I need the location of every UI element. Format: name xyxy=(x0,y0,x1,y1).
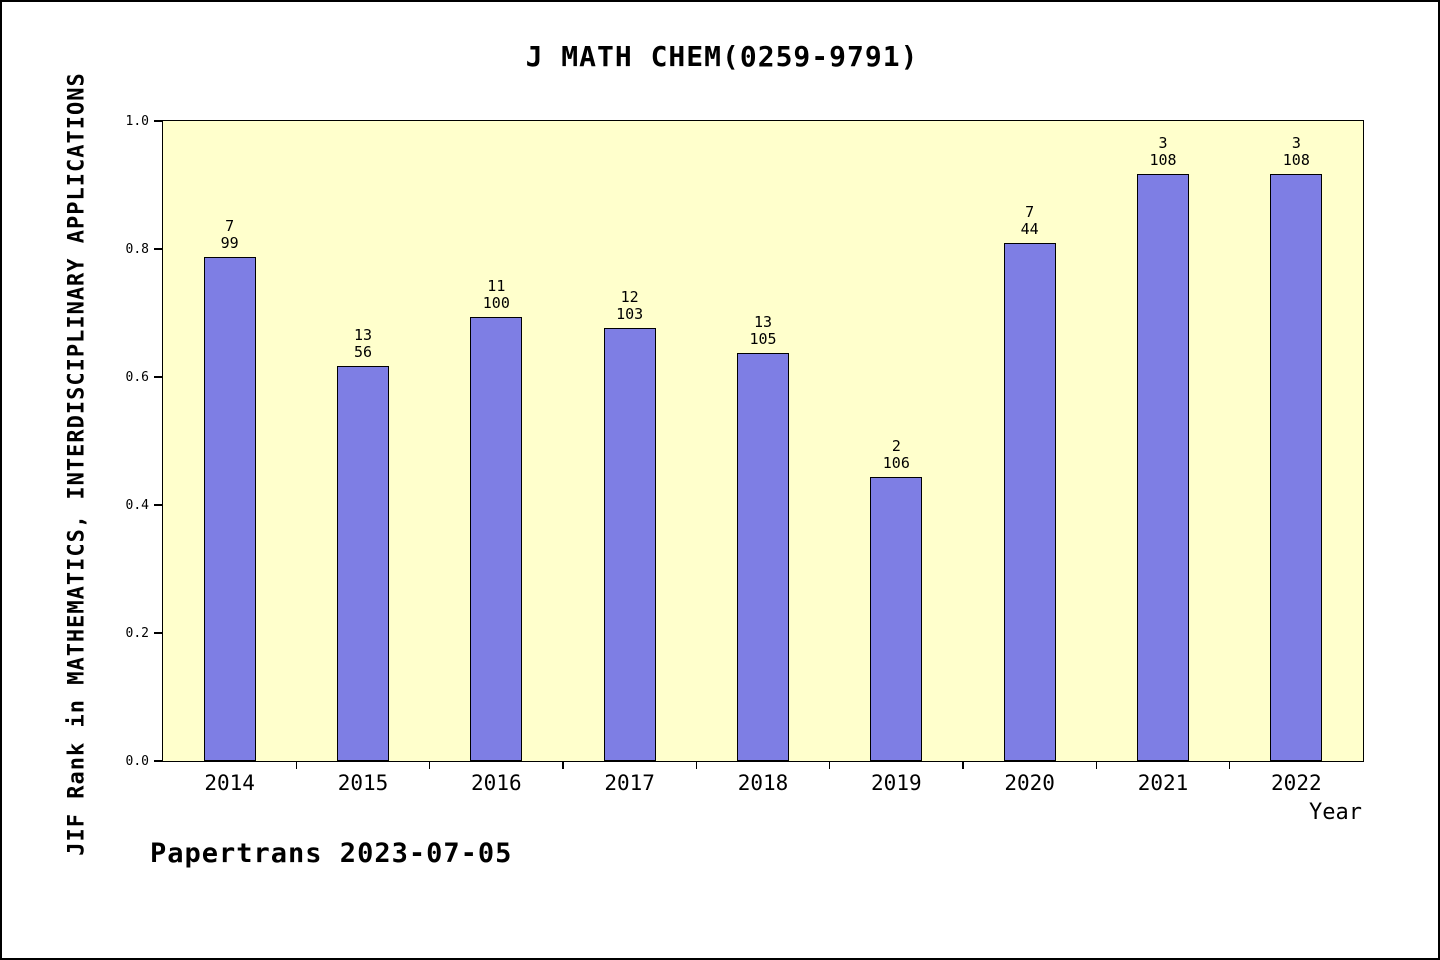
bar xyxy=(1003,243,1056,761)
x-tick-label: 2022 xyxy=(1271,771,1322,795)
y-tick xyxy=(154,376,163,378)
y-tick-label: 0.8 xyxy=(125,242,149,257)
bar-value-label: 3 108 xyxy=(1149,133,1177,169)
bar-value-label: 2 106 xyxy=(882,436,910,472)
x-tick xyxy=(1095,761,1098,769)
x-tick xyxy=(295,761,298,769)
x-tick-label: 2015 xyxy=(337,771,389,795)
bar xyxy=(603,328,656,761)
x-tick xyxy=(428,761,431,769)
bar-value-label: 7 99 xyxy=(220,216,239,252)
y-tick xyxy=(154,248,163,250)
y-tick-label: 1.0 xyxy=(125,114,149,129)
bar xyxy=(470,317,523,761)
bar xyxy=(870,477,923,761)
bar-value-label: 13 105 xyxy=(749,312,777,348)
bar xyxy=(737,353,789,761)
bar xyxy=(1137,174,1189,761)
x-tick-label: 2018 xyxy=(737,771,789,795)
y-tick xyxy=(154,504,163,506)
y-tick xyxy=(154,120,163,122)
bar-value-label: 11 100 xyxy=(482,276,510,312)
y-tick-label: 0.6 xyxy=(125,370,149,385)
plot-area: 7 99 2014 13 56 2015 11 100 2016 12 103 2017 13 … xyxy=(126,114,1364,795)
y-tick-label: 0.0 xyxy=(125,754,149,769)
bar-value-label: 13 56 xyxy=(353,325,373,361)
footer-text: Papertrans 2023-07-05 xyxy=(150,838,513,869)
x-tick-label: 2019 xyxy=(871,771,922,795)
x-tick-label: 2016 xyxy=(471,771,522,795)
x-tick xyxy=(1228,761,1231,769)
bar xyxy=(337,366,389,761)
x-axis-label: Year xyxy=(1309,800,1362,825)
chart-title: J MATH CHEM(0259-9791) xyxy=(525,40,919,73)
x-tick-label: 2020 xyxy=(1004,771,1055,795)
x-tick xyxy=(828,761,831,769)
bar-value-label: 7 44 xyxy=(1020,202,1039,238)
x-tick-label: 2021 xyxy=(1137,771,1189,795)
bar xyxy=(1270,174,1323,761)
x-tick xyxy=(962,761,964,769)
x-tick xyxy=(562,761,564,769)
bar-value-label: 12 103 xyxy=(616,287,644,323)
y-tick-label: 0.2 xyxy=(125,626,149,641)
y-axis-label: JIF Rank in MATHEMATICS, INTERDISCIPLINA… xyxy=(64,72,90,856)
bar-value-label: 3 108 xyxy=(1282,133,1310,169)
x-tick-label: 2017 xyxy=(604,771,655,795)
y-tick xyxy=(154,760,163,762)
x-tick-label: 2014 xyxy=(204,771,255,795)
bar xyxy=(203,257,256,761)
x-tick xyxy=(695,761,698,769)
y-tick xyxy=(154,632,163,634)
y-tick-label: 0.4 xyxy=(125,498,149,513)
